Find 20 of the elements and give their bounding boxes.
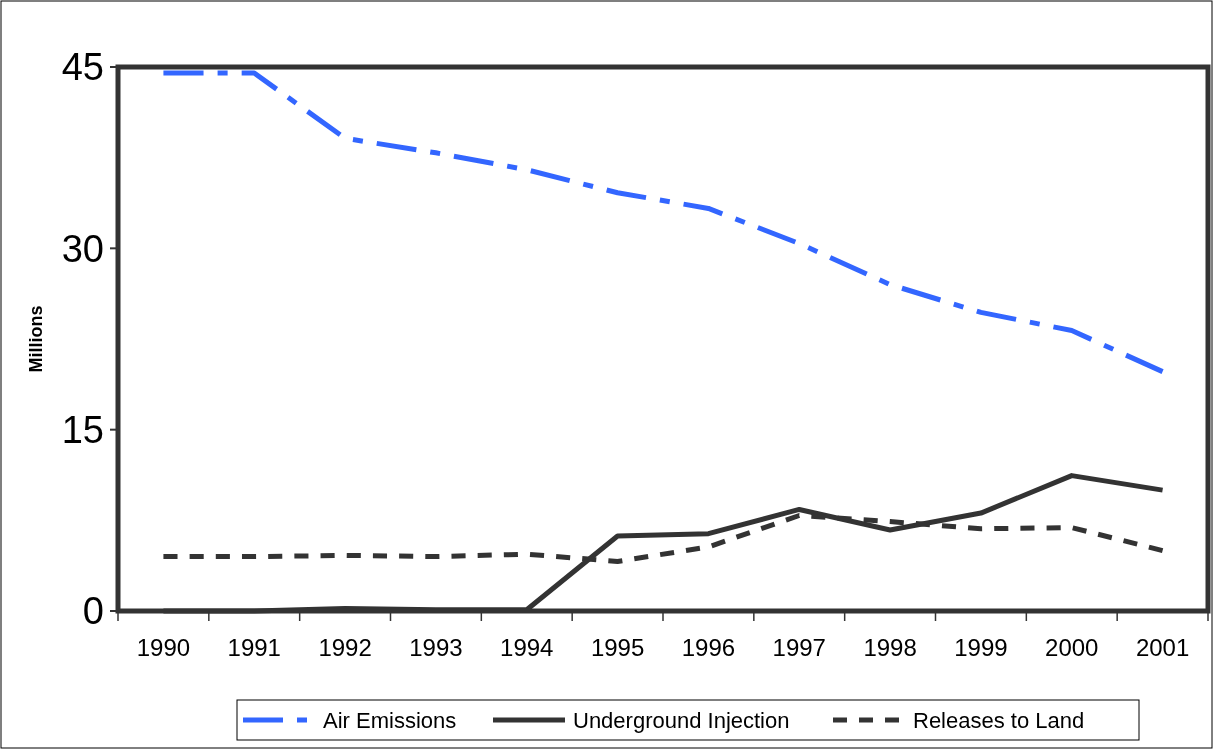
x-tick-label: 1999 [954, 634, 1008, 661]
x-tick-label: 2000 [1045, 634, 1099, 661]
x-tick-label: 1993 [409, 634, 463, 661]
y-tick-label: 30 [61, 227, 104, 270]
x-tick-label: 1991 [227, 634, 281, 661]
x-tick-label: 1994 [500, 634, 554, 661]
y-axis-title: Millions [26, 305, 46, 373]
y-tick-label: 0 [82, 590, 104, 633]
x-tick-label: 1996 [681, 634, 736, 661]
y-tick-label: 45 [61, 46, 104, 89]
x-tick-label: 1998 [863, 634, 917, 661]
y-tick-label: 15 [61, 408, 104, 451]
legend-label: Underground Injection [573, 707, 790, 733]
x-tick-label: 2001 [1135, 634, 1190, 661]
legend-label: Air Emissions [323, 707, 457, 733]
x-tick-label: 1992 [318, 634, 372, 661]
x-tick-label: 1997 [772, 634, 826, 661]
x-tick-label: 1995 [590, 634, 645, 661]
x-tick-label: 1990 [136, 634, 191, 661]
legend-label: Releases to Land [913, 707, 1085, 733]
